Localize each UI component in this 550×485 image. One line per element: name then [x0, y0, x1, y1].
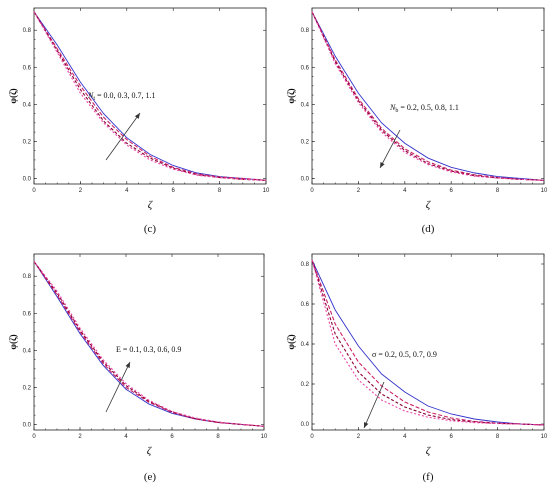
x-tick-label: 2: [79, 188, 83, 194]
series-line-1: [33, 261, 265, 427]
series-line-1: [311, 259, 545, 426]
y-axis-label: φ(ζ): [286, 88, 296, 103]
annotation-label: Nb = 0.2, 0.5, 0.8, 1.1: [389, 103, 459, 114]
trend-arrow: [105, 112, 141, 161]
chart-panel-4: 0 2 4 6 8 10 0.0 0.2 0.4 0.6 0.8 φ(ζ) ζ σ = 0.2, 0.5,…: [286, 253, 548, 483]
x-tick-label: 2: [357, 188, 361, 194]
y-tick-label: 0.8: [301, 28, 310, 34]
chart-panel-1: 0 2 4 6 8 10 0.0 0.2 0.4 0.6 0.8 φ(ζ) ζ Nt = 0.0, 0.3…: [8, 7, 270, 235]
series-line-1: [33, 11, 267, 181]
panel-label: (f): [423, 471, 434, 483]
x-tick-label: 4: [403, 188, 407, 194]
x-tick-label: 2: [357, 434, 361, 440]
chart-panel-2: 0 2 4 6 8 10 0.0 0.2 0.4 0.6 0.8 φ(ζ) ζ Nb = 0.2, 0.5…: [286, 7, 548, 235]
series-line-3: [33, 261, 265, 427]
y-axis-label: φ(ζ): [8, 88, 18, 103]
x-axis-label: ζ: [426, 445, 432, 457]
y-tick-label: 0.6: [23, 65, 32, 71]
series-line-3: [311, 11, 545, 181]
panel-label: (c): [144, 223, 157, 235]
x-axis-label: ζ: [148, 199, 154, 211]
x-axis-label: ζ: [147, 445, 153, 457]
plot-frame: [311, 253, 545, 431]
y-tick-label: 0.6: [301, 302, 310, 308]
x-tick-label: 2: [78, 434, 82, 440]
series-line-2: [33, 11, 267, 181]
y-tick-label: 0.2: [23, 385, 32, 391]
y-axis-label: φ(ζ): [286, 334, 296, 349]
x-tick-label: 0: [310, 434, 314, 440]
x-tick-label: 6: [450, 434, 454, 440]
x-tick-label: 10: [263, 188, 270, 194]
y-tick-label: 0.4: [23, 102, 32, 108]
y-tick-label: 0.2: [23, 139, 32, 145]
y-tick-label: 0.6: [23, 311, 32, 317]
y-tick-label: 0.0: [23, 422, 32, 428]
series-line-4: [311, 11, 545, 181]
annotation-label: E = 0.1, 0.3, 0.6, 0.9: [116, 345, 181, 354]
series-line-4: [311, 259, 545, 426]
y-tick-label: 0.4: [301, 342, 310, 348]
chart-panel-3: 0 2 4 6 8 10 0.0 0.2 0.4 0.6 0.8 φ(ζ) ζ E = 0.1, 0.3,…: [8, 253, 268, 483]
x-tick-label: 4: [125, 188, 129, 194]
panel-label: (d): [422, 223, 435, 235]
y-tick-label: 0.2: [301, 139, 310, 145]
x-tick-label: 4: [403, 434, 407, 440]
x-tick-label: 0: [32, 188, 36, 194]
y-tick-label: 0.8: [23, 274, 32, 280]
annotation-label: Nt = 0.0, 0.3, 0.7, 1.1: [87, 91, 156, 102]
arrow-head: [134, 113, 140, 119]
x-tick-label: 8: [496, 434, 500, 440]
series-line-1: [311, 11, 545, 181]
y-tick-label: 0.8: [23, 28, 32, 34]
x-tick-label: 4: [124, 434, 128, 440]
y-tick-label: 0.2: [301, 382, 310, 388]
x-tick-label: 8: [218, 188, 222, 194]
series-line-2: [311, 11, 545, 181]
x-tick-label: 6: [172, 188, 176, 194]
series-line-3: [311, 259, 545, 426]
arrow-head: [125, 362, 130, 368]
arrow-head: [364, 422, 369, 428]
y-tick-label: 0.6: [301, 65, 310, 71]
x-tick-label: 0: [32, 434, 36, 440]
x-tick-label: 10: [541, 188, 548, 194]
trend-arrow: [363, 381, 385, 429]
x-tick-label: 6: [450, 188, 454, 194]
series-line-3: [33, 11, 267, 181]
trend-arrow: [105, 361, 131, 413]
y-tick-label: 0.0: [23, 176, 32, 182]
y-axis-label: φ(ζ): [8, 334, 18, 349]
arrow-head: [380, 162, 385, 168]
x-tick-label: 6: [170, 434, 174, 440]
y-tick-label: 0.4: [301, 102, 310, 108]
y-tick-label: 0.8: [301, 262, 310, 268]
series-line-2: [33, 261, 265, 427]
trend-arrow: [379, 129, 401, 169]
y-tick-label: 0.4: [23, 348, 32, 354]
x-tick-label: 0: [310, 188, 314, 194]
annotation-label: σ = 0.2, 0.5, 0.7, 0.9: [372, 350, 437, 359]
x-tick-label: 8: [216, 434, 220, 440]
x-tick-label: 10: [541, 434, 548, 440]
x-tick-label: 8: [496, 188, 500, 194]
x-axis-label: ζ: [426, 199, 432, 211]
y-tick-label: 0.0: [301, 176, 310, 182]
y-tick-label: 0.0: [301, 422, 310, 428]
panel-label: (e): [144, 471, 157, 483]
x-tick-label: 10: [261, 434, 268, 440]
series-line-2: [311, 259, 545, 426]
series-line-4: [33, 261, 265, 427]
